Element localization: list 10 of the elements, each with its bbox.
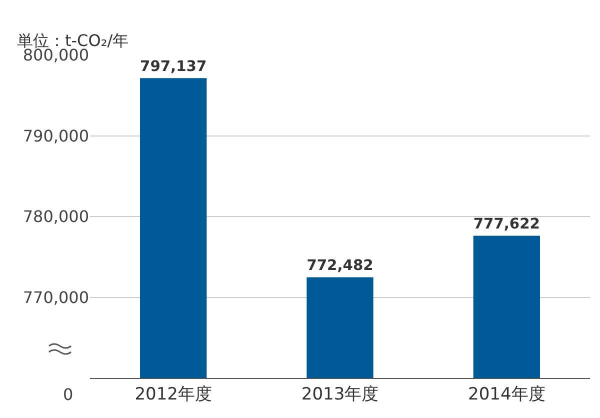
x-tick-label: 2014年度 [468, 384, 546, 404]
y-tick-label: 780,000 [22, 207, 89, 226]
x-tick-label: 2012年度 [134, 384, 212, 404]
text: 0 [63, 385, 74, 404]
data-label: 797,137 [140, 58, 207, 76]
data-label: 772,482 [306, 257, 374, 274]
y-tick-label: 790,000 [22, 126, 89, 146]
y-tick-label: 770,000 [22, 288, 89, 307]
data-label: 777,622 [473, 216, 540, 233]
x-tick-label: 2013年度 [301, 384, 379, 404]
